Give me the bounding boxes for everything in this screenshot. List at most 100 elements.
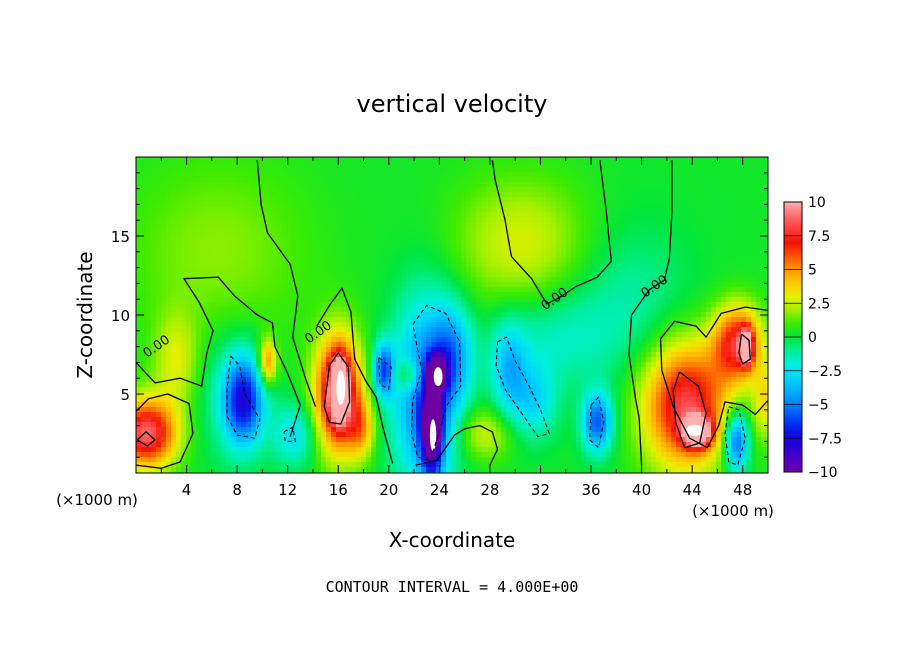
heat-cell (206, 322, 212, 328)
heat-cell (301, 177, 307, 183)
heat-cell (651, 237, 657, 243)
heat-cell (471, 317, 477, 323)
heat-cell (186, 257, 192, 263)
heat-cell (241, 312, 247, 318)
heat-cell (301, 227, 307, 233)
heat-cell (556, 252, 562, 258)
heat-cell (361, 172, 367, 178)
heat-cell (526, 262, 532, 268)
heat-cell (756, 282, 762, 288)
heat-cell (311, 262, 317, 268)
heat-cell (706, 337, 712, 343)
heat-cell (221, 162, 227, 168)
heat-cell (361, 277, 367, 283)
heat-cell (491, 302, 497, 308)
heat-cell (426, 307, 432, 313)
heat-cell (681, 167, 687, 173)
heat-cell (246, 167, 252, 173)
heat-cell (491, 342, 497, 348)
heat-cell (631, 217, 637, 223)
heat-cell (421, 172, 427, 178)
heat-cell (761, 177, 767, 183)
heat-cell (616, 167, 622, 173)
heat-cell (356, 187, 362, 193)
heat-cell (476, 287, 482, 293)
heat-cell (716, 332, 722, 338)
heat-cell (271, 272, 277, 278)
heat-cell (741, 252, 747, 258)
heat-cell (301, 327, 307, 333)
heat-cell (691, 337, 697, 343)
heat-cell (501, 227, 507, 233)
heat-cell (451, 207, 457, 213)
heat-cell (701, 287, 707, 293)
heat-cell (761, 257, 767, 263)
heat-cell (646, 227, 652, 233)
heat-cell (226, 237, 232, 243)
heat-cell (236, 167, 242, 173)
heat-cell (236, 187, 242, 193)
heat-cell (616, 302, 622, 308)
heat-cell (481, 282, 487, 288)
heat-cell (281, 297, 287, 303)
heat-cell (301, 232, 307, 238)
heat-cell (561, 182, 567, 188)
heat-cell (621, 312, 627, 318)
heat-cell (486, 242, 492, 248)
heat-cell (756, 182, 762, 188)
heat-cell (171, 317, 177, 323)
heat-cell (601, 287, 607, 293)
heat-cell (541, 177, 547, 183)
heat-cell (361, 317, 367, 323)
heat-cell (191, 352, 197, 358)
heat-cell (456, 157, 462, 163)
heat-cell (671, 182, 677, 188)
heat-cell (361, 307, 367, 313)
heat-cell (671, 332, 677, 338)
heat-cell (261, 237, 267, 243)
heat-cell (626, 167, 632, 173)
heat-cell (431, 212, 437, 218)
heat-cell (686, 167, 692, 173)
heat-cell (321, 157, 327, 163)
heat-cell (431, 327, 437, 333)
heat-cell (491, 217, 497, 223)
heat-cell (671, 302, 677, 308)
heat-cell (406, 257, 412, 263)
heat-cell (636, 277, 642, 283)
heat-cell (246, 352, 252, 358)
heat-cell (346, 267, 352, 273)
heat-cell (226, 192, 232, 198)
heat-cell (431, 192, 437, 198)
heat-cell (276, 277, 282, 283)
heat-cell (276, 307, 282, 313)
heat-cell (331, 262, 337, 268)
heat-cell (681, 292, 687, 298)
heat-cell (466, 247, 472, 253)
heat-cell (541, 207, 547, 213)
heat-cell (556, 282, 562, 288)
heat-cell (321, 292, 327, 298)
heat-cell (531, 222, 537, 228)
heat-cell (541, 247, 547, 253)
heat-cell (371, 292, 377, 298)
heat-cell (646, 347, 652, 353)
heat-cell (681, 272, 687, 278)
heat-cell (491, 232, 497, 238)
heat-cell (681, 177, 687, 183)
heat-cell (171, 177, 177, 183)
heat-cell (686, 247, 692, 253)
heat-cell (721, 192, 727, 198)
heat-cell (606, 317, 612, 323)
heat-cell (331, 157, 337, 163)
heat-cell (671, 232, 677, 238)
heat-cell (276, 317, 282, 323)
heat-cell (721, 322, 727, 328)
heat-cell (391, 222, 397, 228)
heat-cell (291, 347, 297, 353)
heat-cell (456, 322, 462, 328)
heat-cell (511, 327, 517, 333)
heat-cell (601, 202, 607, 208)
heat-cell (526, 307, 532, 313)
heat-cell (301, 347, 307, 353)
